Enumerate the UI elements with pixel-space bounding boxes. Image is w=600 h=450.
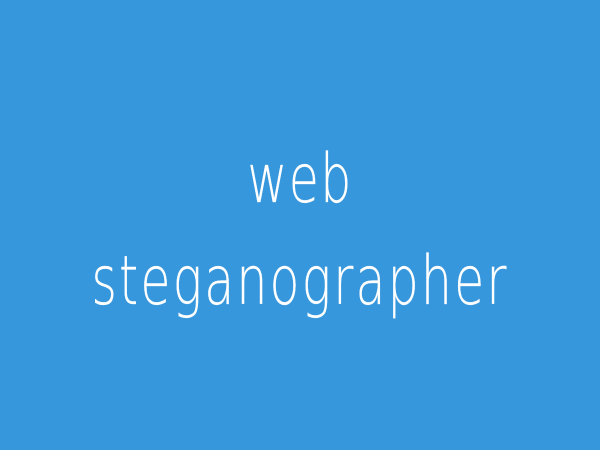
title-line-web: web — [247, 140, 353, 219]
title-line-steganographer: steganographer — [91, 242, 509, 321]
